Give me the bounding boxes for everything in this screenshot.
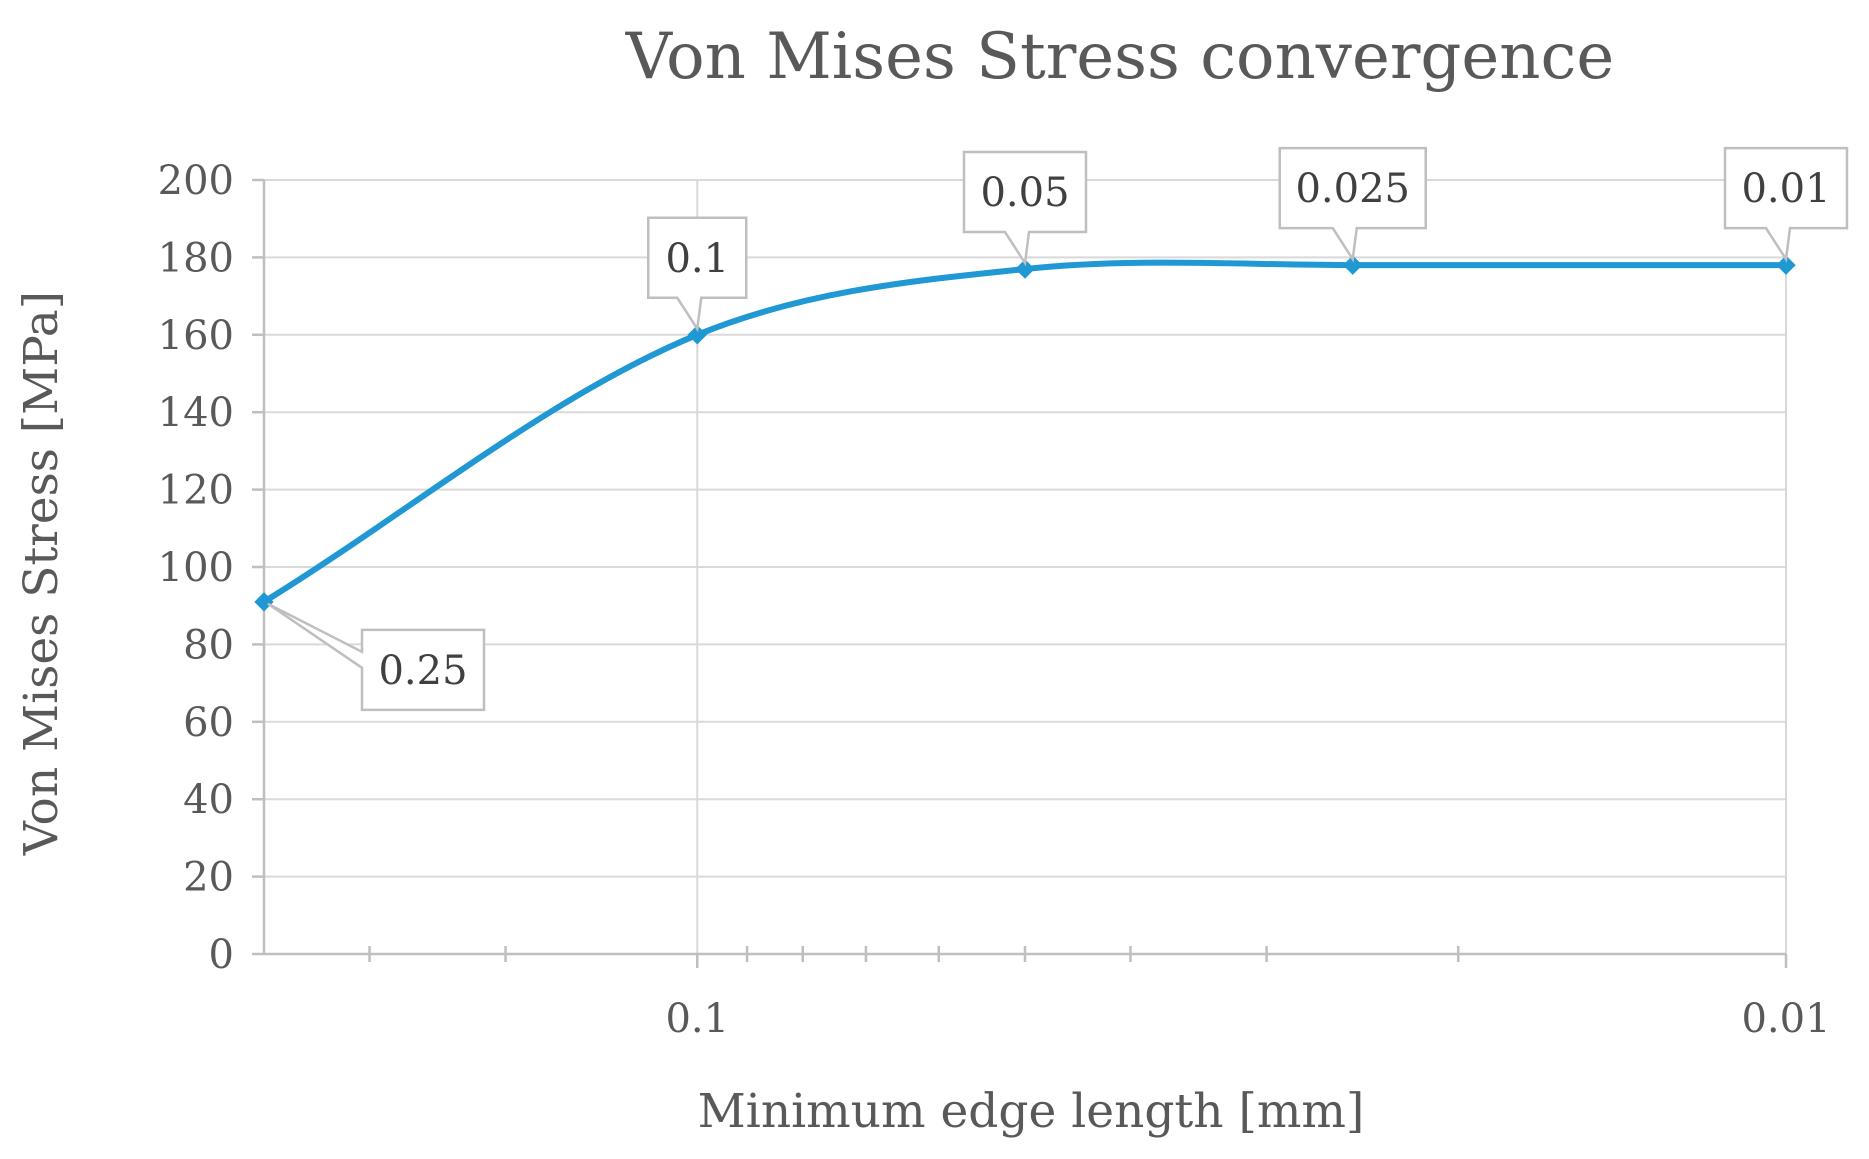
data-label-callout: 0.25	[267, 602, 486, 712]
gridlines	[263, 179, 1787, 954]
data-label: 0.01	[1741, 166, 1830, 212]
x-axis-title: Minimum edge length [mm]	[698, 1084, 1365, 1139]
data-label: 0.05	[980, 170, 1069, 216]
data-label-callout: 0.1	[647, 216, 748, 333]
chart-title: Von Mises Stress convergence	[625, 20, 1614, 94]
y-tick-label: 160	[158, 313, 234, 359]
data-label-box	[962, 150, 1088, 267]
data-label-box	[267, 602, 486, 712]
y-tick-label: 140	[158, 390, 234, 436]
y-tick-label: 120	[158, 468, 234, 514]
data-label-box	[647, 216, 748, 333]
data-label-callout: 0.01	[1723, 146, 1849, 263]
y-tick-label: 200	[158, 158, 234, 204]
y-tick-label: 80	[183, 622, 234, 668]
data-labels: 0.25 0.1 0.05 0.025 0.01	[267, 146, 1849, 712]
data-label-box	[1278, 146, 1427, 263]
data-point	[1343, 255, 1363, 275]
y-tick-label: 100	[158, 545, 234, 591]
series	[254, 255, 1796, 612]
data-label-callout: 0.05	[962, 150, 1088, 267]
y-tick-label: 180	[158, 235, 234, 281]
y-tick-label: 60	[183, 700, 234, 746]
x-tick-label: 0.1	[665, 996, 729, 1042]
y-tick-label: 20	[183, 855, 234, 901]
data-label: 0.025	[1295, 166, 1410, 212]
series-line	[261, 259, 1789, 605]
data-point	[687, 325, 707, 345]
data-label-box	[1723, 146, 1849, 263]
data-point	[1776, 255, 1796, 275]
data-label-callout: 0.025	[1278, 146, 1427, 263]
axes: 0 20 40 60 80 100 120 140 160 180 200 0.1 0.01	[158, 158, 1831, 1042]
data-point	[254, 592, 274, 612]
x-tick-label: 0.01	[1741, 996, 1830, 1042]
data-label: 0.25	[378, 648, 467, 694]
y-tick-label: 40	[183, 777, 234, 823]
y-axis-title: Von Mises Stress [MPa]	[14, 291, 69, 856]
data-point	[1015, 259, 1035, 279]
data-label: 0.1	[665, 236, 729, 282]
y-tick-label: 0	[209, 932, 234, 978]
